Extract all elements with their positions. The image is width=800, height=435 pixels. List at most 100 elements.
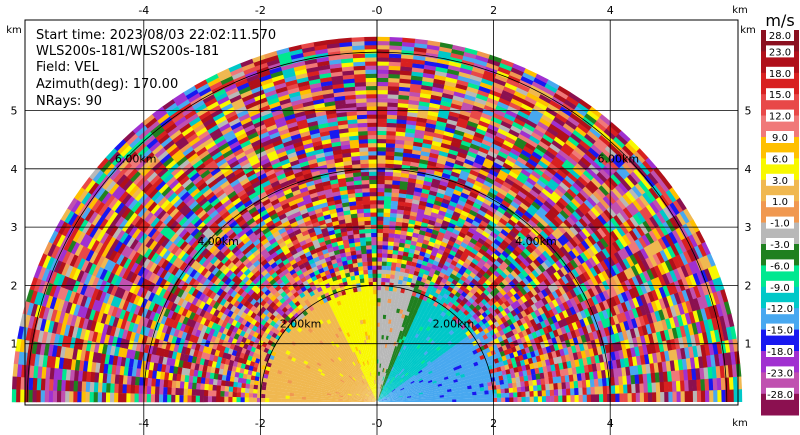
range-gate [439, 146, 450, 154]
range-gate [530, 215, 540, 225]
range-gate [581, 379, 587, 388]
range-gate [487, 385, 493, 391]
range-gate [587, 363, 594, 373]
range-gate [362, 192, 370, 197]
range-gate [385, 395, 390, 398]
range-gate [388, 361, 392, 366]
range-gate [406, 393, 411, 396]
range-gate [476, 50, 490, 59]
range-gate [469, 74, 483, 83]
range-gate [425, 384, 430, 388]
range-gate [388, 374, 392, 379]
range-gate [568, 249, 577, 260]
range-gate [596, 239, 606, 251]
range-gate [544, 302, 552, 312]
range-gate [716, 290, 725, 304]
range-gate [445, 280, 452, 287]
range-gate [599, 198, 610, 210]
range-gate [638, 373, 644, 384]
range-gate [606, 255, 616, 267]
range-gate [541, 390, 547, 397]
range-gate [640, 177, 652, 190]
range-gate [425, 320, 431, 327]
range-gate [376, 138, 387, 144]
range-gate [490, 303, 498, 311]
range-gate [453, 366, 459, 371]
range-gate [398, 396, 404, 399]
range-gate [370, 355, 373, 360]
range-gate [418, 369, 423, 374]
range-gate [467, 227, 476, 235]
range-gate [436, 58, 450, 65]
range-gate [522, 236, 532, 246]
range-gate [385, 347, 389, 353]
range-gate [533, 396, 539, 402]
range-gate [533, 77, 547, 87]
range-gate [562, 361, 568, 370]
range-gate [548, 377, 554, 384]
range-gate [490, 142, 502, 151]
range-gate [420, 372, 425, 377]
range-gate [392, 249, 399, 255]
range-gate [440, 277, 448, 284]
range-gate [534, 293, 542, 302]
range-gate [399, 267, 406, 273]
range-gate [376, 61, 389, 66]
range-gate [442, 274, 450, 281]
range-gate [444, 378, 450, 383]
range-gate [382, 355, 386, 361]
range-gate [376, 81, 389, 87]
range-gate [357, 262, 363, 267]
range-gate [464, 258, 472, 266]
range-gate [470, 139, 482, 147]
range-gate [368, 322, 372, 328]
range-gate [623, 393, 628, 402]
range-gate [689, 286, 698, 300]
range-gate [517, 253, 526, 262]
range-gate [556, 268, 565, 278]
range-gate [406, 392, 411, 395]
range-gate [396, 364, 400, 370]
range-gate [386, 383, 390, 387]
range-gate [405, 380, 410, 384]
range-gate [403, 272, 410, 278]
range-gate [545, 197, 556, 207]
range-gate [672, 214, 683, 228]
range-gate [374, 318, 377, 323]
range-gate [446, 352, 452, 358]
range-gate [708, 279, 717, 293]
range-gate [543, 278, 552, 287]
range-gate [398, 296, 404, 302]
range-gate [479, 142, 491, 151]
range-gate [401, 313, 406, 319]
range-gate [469, 237, 478, 245]
range-gate [369, 204, 377, 209]
range-gate [472, 391, 477, 396]
range-gate [546, 364, 552, 372]
range-gate [650, 278, 659, 290]
range-gate [359, 278, 365, 284]
range-gate [410, 395, 416, 398]
range-gate [546, 395, 551, 402]
range-gate [424, 372, 430, 377]
range-gate [407, 290, 413, 296]
range-gate [424, 364, 430, 370]
range-gate [572, 373, 578, 382]
range-gate [496, 291, 504, 299]
range-gate [367, 134, 377, 140]
range-gate [379, 318, 383, 323]
range-gate [638, 222, 649, 235]
range-gate [401, 358, 406, 364]
range-gate [411, 291, 417, 297]
range-gate [464, 361, 470, 367]
range-gate [403, 359, 407, 365]
range-gate [548, 244, 557, 254]
range-gate [420, 365, 425, 370]
range-gate [384, 392, 388, 396]
range-gate [352, 225, 359, 231]
range-gate [395, 135, 405, 141]
range-gate [716, 377, 722, 391]
range-gate [602, 235, 613, 246]
range-gate [451, 345, 457, 351]
range-gate [437, 355, 443, 360]
